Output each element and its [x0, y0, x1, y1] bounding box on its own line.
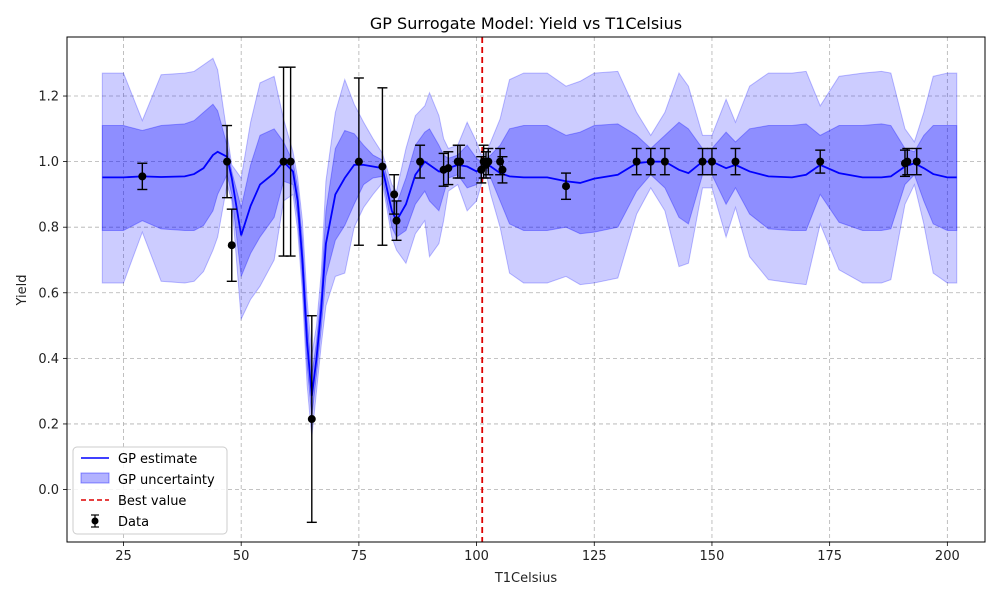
data-marker	[227, 241, 236, 250]
y-tick-label: 1.2	[38, 90, 59, 105]
data-marker	[484, 157, 493, 166]
data-point	[815, 149, 826, 174]
data-marker	[390, 190, 399, 199]
data-point	[285, 66, 296, 257]
data-point	[902, 147, 913, 176]
data-marker	[392, 216, 401, 225]
data-marker	[731, 157, 740, 166]
data-point	[222, 124, 233, 199]
data-marker	[354, 157, 363, 166]
uncertainty-bands	[101, 57, 958, 438]
data-point	[697, 147, 708, 176]
data-point	[659, 147, 670, 176]
x-tick-label: 100	[464, 549, 489, 564]
data-marker	[660, 157, 669, 166]
data-marker	[632, 157, 641, 166]
data-point	[911, 147, 922, 176]
inner-uncertainty-band	[101, 103, 958, 418]
data-point	[391, 200, 402, 242]
legend-gp-uncertainty-label: GP uncertainty	[118, 473, 215, 488]
data-point	[415, 144, 426, 179]
y-tick-label: 1.0	[38, 155, 59, 170]
y-tick-label: 0.8	[38, 221, 59, 236]
data-point	[389, 174, 400, 215]
data-point	[353, 77, 364, 246]
data-point	[306, 315, 317, 524]
data-marker	[416, 157, 425, 166]
x-tick-label: 125	[582, 549, 607, 564]
y-tick-label: 0.6	[38, 286, 59, 301]
data-point	[730, 147, 741, 176]
chart-title: GP Surrogate Model: Yield vs T1Celsius	[370, 14, 682, 33]
x-axis-label: T1Celsius	[494, 571, 558, 586]
y-axis-ticks: 0.0 0.2 0.4 0.6 0.8 1.0 1.2	[38, 90, 67, 498]
data-marker	[912, 157, 921, 166]
data-point	[226, 208, 237, 283]
legend-data-swatch	[91, 514, 99, 528]
x-tick-label: 25	[115, 549, 132, 564]
legend: GP estimate GP uncertainty Best value Da…	[72, 446, 228, 535]
data-point	[645, 147, 656, 176]
data-marker	[903, 157, 912, 166]
data-marker	[286, 157, 295, 166]
data-marker	[707, 157, 716, 166]
data-marker	[562, 182, 571, 191]
data-marker	[223, 157, 232, 166]
legend-data-label: Data	[118, 515, 149, 530]
data-point	[561, 172, 572, 201]
data-point	[455, 144, 466, 179]
data-point	[483, 147, 494, 176]
data-marker	[444, 164, 453, 173]
legend-gp-uncertainty-swatch	[80, 472, 110, 484]
data-marker	[456, 157, 465, 166]
data-point	[137, 162, 148, 191]
x-axis-ticks: 25 50 75 100 125 150 175 200	[115, 542, 960, 564]
y-tick-label: 0.0	[38, 483, 59, 498]
data-point	[706, 147, 717, 176]
legend-best-value-label: Best value	[118, 494, 186, 509]
x-tick-label: 200	[935, 549, 960, 564]
x-tick-label: 75	[351, 549, 368, 564]
plot-frame	[66, 36, 986, 543]
data-marker	[646, 157, 655, 166]
outer-uncertainty-band	[101, 57, 958, 438]
data-point	[497, 155, 508, 184]
x-tick-label: 175	[817, 549, 842, 564]
data-point	[631, 147, 642, 176]
legend-gp-estimate-label: GP estimate	[118, 452, 197, 467]
y-tick-label: 0.4	[38, 352, 59, 367]
grid-lines	[67, 37, 985, 542]
data-marker	[307, 415, 316, 424]
x-tick-label: 150	[700, 549, 725, 564]
legend-box	[72, 446, 228, 535]
data-marker	[138, 172, 147, 181]
data-point	[443, 151, 454, 186]
data-marker	[816, 157, 825, 166]
data-marker	[378, 162, 387, 171]
data-points-layer	[137, 66, 922, 524]
y-tick-label: 0.2	[38, 417, 59, 432]
y-axis-label: Yield	[15, 275, 30, 307]
data-point	[377, 87, 388, 246]
data-marker	[498, 165, 507, 174]
x-tick-label: 50	[233, 549, 250, 564]
data-marker	[698, 157, 707, 166]
data-marker	[279, 157, 288, 166]
